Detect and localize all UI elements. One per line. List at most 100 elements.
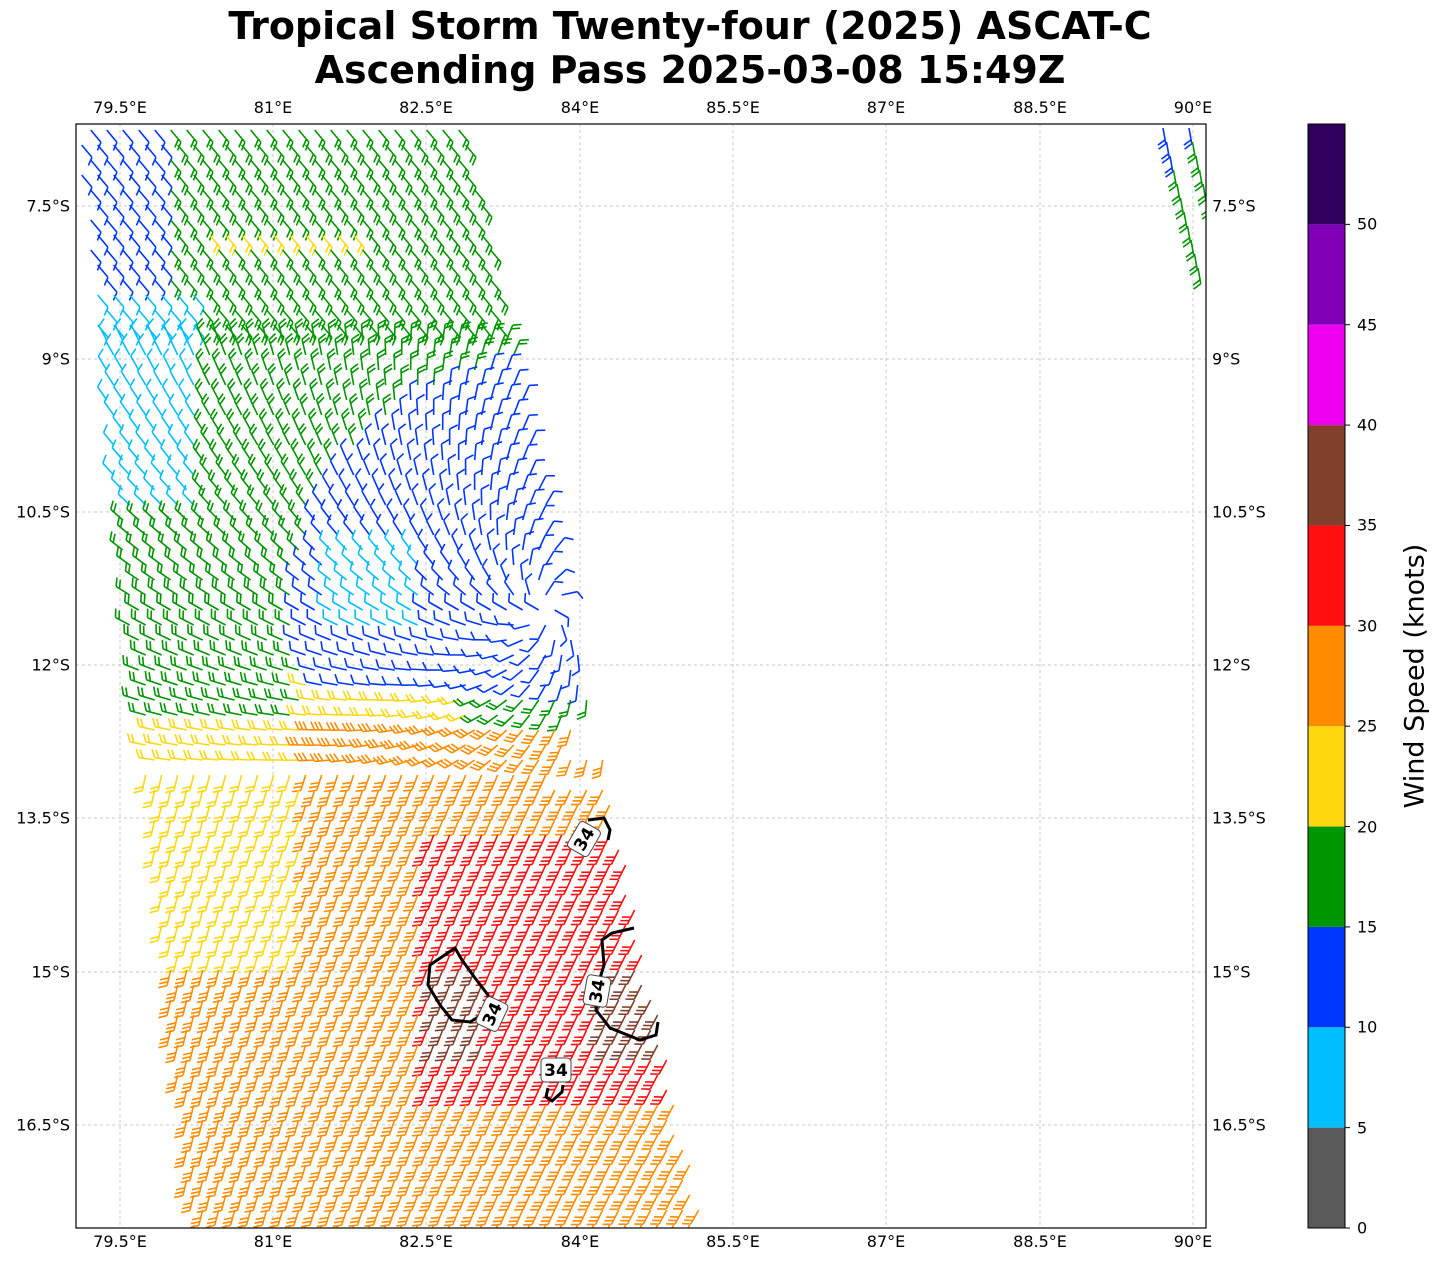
- colorbar-tick: 15: [1357, 917, 1378, 937]
- wind-barb: [521, 443, 538, 461]
- colorbar-bin: [1308, 826, 1345, 927]
- wind-barb: [211, 347, 221, 371]
- lat-tick-right: 10.5°S: [1212, 502, 1266, 522]
- wind-barb: [327, 318, 337, 341]
- wind-barb: [321, 174, 333, 196]
- wind-barb: [225, 204, 237, 226]
- wind-barb: [230, 484, 243, 506]
- wind-barb: [457, 439, 468, 461]
- wind-barb: [337, 264, 349, 286]
- wind-barb: [289, 468, 300, 491]
- wind-barb: [179, 317, 188, 341]
- wind-barb: [375, 378, 385, 401]
- wind-barb: [129, 234, 141, 256]
- wind-barb: [376, 348, 386, 371]
- wind-barb: [145, 144, 157, 166]
- wind-barb: [512, 398, 529, 416]
- wind-barb: [276, 377, 285, 401]
- wind-barb: [233, 393, 243, 416]
- wind-barb: [281, 423, 291, 446]
- wind-barb: [97, 348, 108, 371]
- wind-barb: [337, 174, 349, 196]
- wind-barb: [344, 483, 355, 506]
- colorbar-bin: [1308, 324, 1345, 426]
- wind-barb: [342, 378, 352, 401]
- wind-barb: [396, 452, 405, 476]
- wind-barb: [449, 234, 461, 256]
- wind-barb: [369, 204, 381, 226]
- wind-barb: [306, 438, 316, 461]
- wind-barb: [441, 350, 454, 371]
- wind-barb: [416, 364, 427, 386]
- wind-barb: [401, 294, 413, 316]
- wind-barb: [428, 482, 437, 506]
- wind-barb: [97, 264, 109, 286]
- wind-barb: [323, 437, 332, 461]
- wind-barb: [505, 353, 522, 371]
- wind-barb: [489, 499, 499, 521]
- wind-barb: [202, 332, 212, 356]
- wind-barb: [432, 335, 445, 356]
- wind-barb: [241, 144, 253, 166]
- wind-barb: [97, 174, 109, 196]
- wind-barb: [338, 468, 348, 491]
- wind-barb: [505, 383, 522, 401]
- wind-barb: [528, 488, 545, 506]
- lon-tick-top: 79.5°E: [93, 98, 147, 117]
- wind-barb: [161, 204, 173, 226]
- wind-barb: [442, 512, 451, 536]
- wind-barb: [242, 408, 252, 431]
- lat-tick-right: 9°S: [1212, 349, 1241, 369]
- wind-barb: [359, 348, 370, 371]
- wind-barb: [277, 514, 291, 536]
- wind-barb: [321, 144, 333, 166]
- wind-barb: [177, 234, 189, 256]
- colorbar-bin: [1308, 1127, 1345, 1228]
- wind-barb: [385, 204, 397, 226]
- wind-barb: [177, 264, 189, 286]
- wind-barb: [441, 320, 455, 341]
- wind-barb: [512, 338, 529, 356]
- wind-barb: [81, 144, 93, 166]
- wind-barb: [537, 474, 555, 491]
- wind-barb: [366, 363, 376, 386]
- wind-barb: [413, 453, 422, 476]
- wind-barb: [209, 204, 221, 226]
- lon-tick-top: 81°E: [253, 98, 293, 117]
- wind-barb: [473, 440, 485, 461]
- wind-barb: [209, 144, 221, 166]
- wind-barb: [462, 483, 472, 506]
- wind-barb: [353, 498, 364, 521]
- wind-barb: [145, 234, 157, 256]
- lon-tick-top: 87°E: [866, 98, 906, 117]
- wind-barb: [261, 514, 275, 536]
- colorbar-tick: 25: [1357, 716, 1378, 736]
- wind-barb: [298, 423, 307, 446]
- wind-barb: [105, 333, 115, 356]
- wind-barb: [425, 349, 437, 371]
- wind-barb: [280, 453, 291, 476]
- wind-barb: [337, 144, 349, 166]
- wind-barb: [425, 379, 436, 401]
- wind-barb: [135, 423, 147, 446]
- wind-barb: [481, 204, 493, 226]
- wind-barb: [217, 393, 227, 416]
- wind-barb: [391, 408, 400, 431]
- wind-barb: [415, 393, 425, 416]
- wind-barb: [113, 294, 125, 316]
- wind-barb: [265, 423, 275, 446]
- wind-barb: [417, 294, 429, 316]
- wind-barb: [337, 294, 349, 316]
- wind-barb: [305, 468, 316, 491]
- wind-barb: [436, 497, 445, 521]
- wind-barb: [185, 363, 195, 386]
- wind-barb: [273, 174, 285, 196]
- wind-barb: [170, 333, 179, 356]
- wind-barb: [258, 408, 268, 431]
- lat-tick-left: 13.5°S: [16, 808, 70, 828]
- wind-barb: [430, 453, 439, 476]
- wind-barb: [381, 423, 390, 446]
- wind-barb: [433, 174, 445, 196]
- wind-barb: [241, 204, 253, 226]
